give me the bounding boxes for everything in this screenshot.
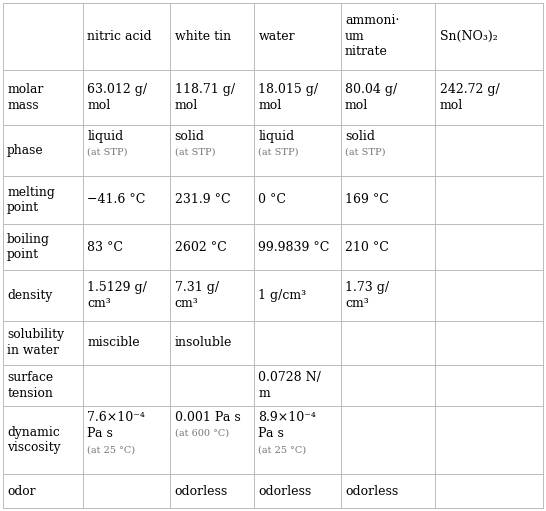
Text: (at STP): (at STP) [87,147,128,156]
Text: odorless: odorless [258,484,312,498]
Text: (at STP): (at STP) [345,147,385,156]
Text: liquid: liquid [87,130,123,143]
Text: 0 °C: 0 °C [258,193,287,206]
Text: surface
tension: surface tension [7,371,53,400]
Text: nitric acid: nitric acid [87,30,152,43]
Text: odorless: odorless [175,484,228,498]
Text: (at 25 °C): (at 25 °C) [87,446,135,455]
Text: Sn(NO₃)₂: Sn(NO₃)₂ [440,30,497,43]
Text: molar
mass: molar mass [7,83,43,112]
Text: 83 °C: 83 °C [87,241,123,253]
Text: 63.012 g/
mol: 63.012 g/ mol [87,83,147,112]
Text: ammoni·
um
nitrate: ammoni· um nitrate [345,14,399,58]
Text: boiling
point: boiling point [7,233,50,261]
Text: 210 °C: 210 °C [345,241,389,253]
Text: 2602 °C: 2602 °C [175,241,227,253]
Text: phase: phase [7,144,44,157]
Text: (at STP): (at STP) [258,147,299,156]
Text: 1.5129 g/
cm³: 1.5129 g/ cm³ [87,281,147,310]
Text: solid: solid [175,130,205,143]
Text: miscible: miscible [87,336,140,349]
Text: 231.9 °C: 231.9 °C [175,193,230,206]
Text: 118.71 g/
mol: 118.71 g/ mol [175,83,235,112]
Text: white tin: white tin [175,30,231,43]
Text: 0.001 Pa s: 0.001 Pa s [175,411,240,424]
Text: solubility
in water: solubility in water [7,329,64,357]
Text: (at 25 °C): (at 25 °C) [258,446,306,455]
Text: 1.73 g/
cm³: 1.73 g/ cm³ [345,281,389,310]
Text: 7.6×10⁻⁴
Pa s: 7.6×10⁻⁴ Pa s [87,411,145,440]
Text: 8.9×10⁻⁴
Pa s: 8.9×10⁻⁴ Pa s [258,411,316,440]
Text: odorless: odorless [345,484,398,498]
Text: dynamic
viscosity: dynamic viscosity [7,426,61,454]
Text: 80.04 g/
mol: 80.04 g/ mol [345,83,397,112]
Text: 242.72 g/
mol: 242.72 g/ mol [440,83,499,112]
Text: melting
point: melting point [7,185,55,214]
Text: solid: solid [345,130,375,143]
Text: 7.31 g/
cm³: 7.31 g/ cm³ [175,281,219,310]
Text: 169 °C: 169 °C [345,193,389,206]
Text: 0.0728 N/
m: 0.0728 N/ m [258,371,322,400]
Text: −41.6 °C: −41.6 °C [87,193,145,206]
Text: liquid: liquid [258,130,295,143]
Text: 18.015 g/
mol: 18.015 g/ mol [258,83,318,112]
Text: water: water [258,30,295,43]
Text: odor: odor [7,484,35,498]
Text: density: density [7,289,52,302]
Text: 99.9839 °C: 99.9839 °C [258,241,330,253]
Text: insoluble: insoluble [175,336,232,349]
Text: 1 g/cm³: 1 g/cm³ [258,289,306,302]
Text: (at STP): (at STP) [175,147,215,156]
Text: (at 600 °C): (at 600 °C) [175,428,229,437]
